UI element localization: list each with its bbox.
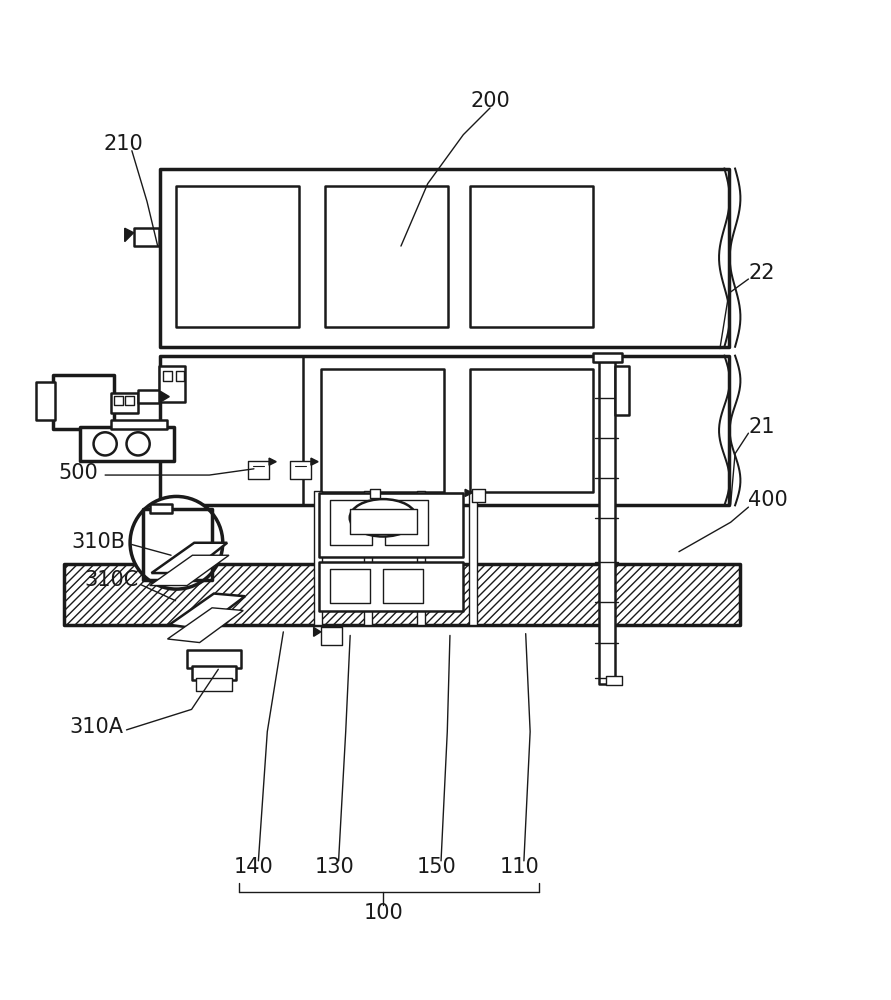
Bar	[330, 569, 370, 603]
Text: 110: 110	[500, 857, 539, 877]
Bar	[111, 420, 167, 429]
Bar	[143, 509, 212, 580]
Bar	[176, 186, 299, 327]
Bar	[53, 375, 114, 429]
Polygon shape	[169, 594, 245, 629]
Bar	[187, 650, 241, 668]
Bar	[383, 569, 423, 603]
Polygon shape	[465, 489, 472, 496]
Polygon shape	[314, 627, 321, 636]
Circle shape	[130, 496, 223, 589]
Polygon shape	[168, 608, 243, 643]
Bar	[290, 461, 311, 479]
Polygon shape	[151, 543, 227, 573]
Bar	[325, 186, 448, 327]
Bar	[80, 427, 174, 461]
Bar	[192, 666, 236, 680]
Polygon shape	[160, 391, 169, 402]
Bar	[125, 396, 134, 405]
Bar	[114, 396, 123, 405]
Polygon shape	[269, 458, 276, 465]
Bar	[470, 369, 593, 492]
Bar	[138, 390, 160, 403]
Bar	[606, 676, 622, 685]
Bar	[134, 228, 159, 246]
Bar	[321, 369, 444, 492]
Polygon shape	[150, 555, 229, 586]
Bar	[64, 564, 740, 625]
Bar	[248, 461, 269, 479]
Bar	[160, 169, 729, 347]
Text: 310C: 310C	[85, 570, 139, 590]
Bar	[321, 627, 342, 645]
Ellipse shape	[349, 499, 417, 537]
Text: 130: 130	[315, 857, 354, 877]
Bar	[111, 393, 138, 413]
Text: 150: 150	[417, 857, 456, 877]
Bar	[472, 489, 485, 502]
Text: 210: 210	[103, 134, 143, 154]
Bar	[196, 678, 232, 691]
Bar	[469, 491, 477, 625]
Text: 310B: 310B	[71, 532, 126, 552]
Bar	[159, 366, 185, 402]
Bar	[599, 356, 615, 684]
Polygon shape	[125, 228, 134, 242]
Bar	[417, 491, 425, 625]
Polygon shape	[311, 458, 318, 465]
Bar	[314, 491, 322, 625]
Circle shape	[94, 432, 117, 455]
Bar	[364, 491, 372, 625]
Bar	[319, 562, 463, 611]
Text: 500: 500	[58, 463, 98, 483]
Text: 21: 21	[748, 417, 775, 437]
Bar	[593, 353, 622, 362]
Bar	[160, 356, 729, 505]
Text: 200: 200	[470, 91, 510, 111]
Text: 310A: 310A	[69, 717, 124, 737]
Bar	[350, 509, 417, 534]
Bar	[370, 489, 380, 498]
Circle shape	[127, 432, 150, 455]
Text: 22: 22	[748, 263, 775, 283]
Text: 400: 400	[748, 490, 789, 510]
Bar	[150, 504, 172, 513]
Text: 140: 140	[234, 857, 274, 877]
Bar	[470, 186, 593, 327]
Bar	[163, 371, 172, 381]
Bar	[385, 500, 428, 545]
Bar	[615, 366, 629, 415]
Bar	[330, 500, 372, 545]
Text: 100: 100	[364, 903, 403, 923]
Bar	[36, 382, 55, 420]
Bar	[319, 493, 463, 557]
Bar	[176, 371, 184, 381]
